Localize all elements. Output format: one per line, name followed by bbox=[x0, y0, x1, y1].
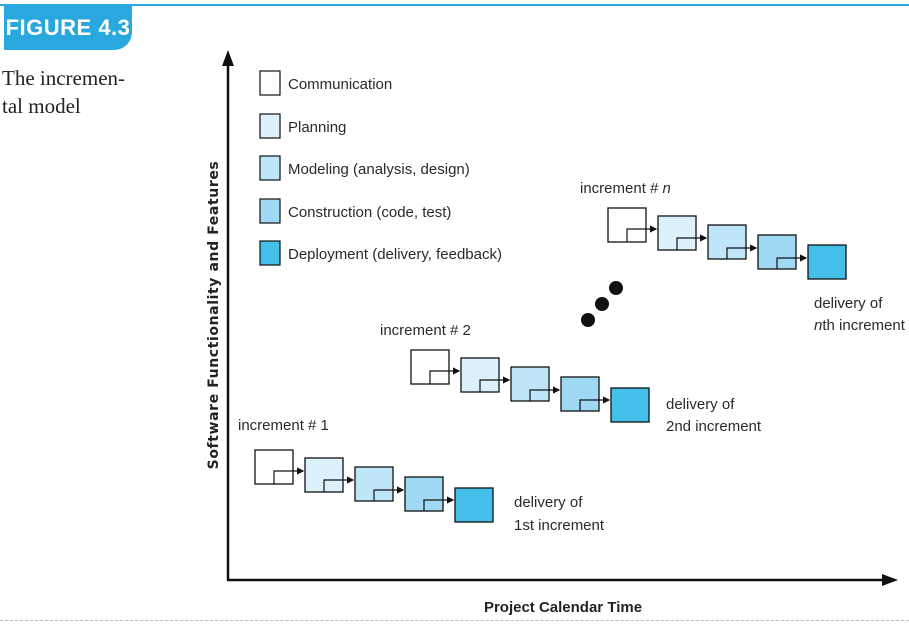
legend-label-construction: Construction (code, test) bbox=[288, 204, 451, 221]
bottom-dashed-rule bbox=[0, 620, 909, 621]
ellipsis-dot-2 bbox=[595, 297, 609, 311]
ellipsis-dot-3 bbox=[581, 313, 595, 327]
increment-n-label-text: increment # bbox=[580, 180, 663, 197]
increment-1-delivery-line2: 1st increment bbox=[514, 517, 605, 534]
increment-2-deployment-box bbox=[610, 387, 650, 423]
figure-badge: FIGURE 4.3 bbox=[4, 6, 132, 50]
figure-caption-line2: tal model bbox=[2, 94, 81, 118]
increment-n-delivery-line2: nth increment bbox=[814, 317, 906, 334]
increment-2-arrow-2 bbox=[479, 376, 511, 392]
legend-item-planning: Planning bbox=[259, 113, 346, 139]
increment-n-stages bbox=[607, 207, 847, 280]
increment-2-arrow-1 bbox=[429, 367, 461, 384]
increment-1-deployment-box bbox=[454, 487, 494, 523]
figure-caption: The incremen- tal model bbox=[2, 64, 142, 120]
increment-n-arrow-2 bbox=[676, 234, 708, 250]
increment-n-arrow-3 bbox=[726, 244, 758, 259]
ellipsis-dot-1 bbox=[609, 281, 623, 295]
increment-n-delivery-rest: th increment bbox=[822, 317, 905, 334]
legend-item-modeling: Modeling (analysis, design) bbox=[259, 155, 470, 181]
x-axis-arrowhead bbox=[882, 574, 898, 586]
figure-caption-line1: The incremen- bbox=[2, 66, 126, 90]
legend-swatch-modeling bbox=[259, 155, 281, 181]
increment-1-delivery-line1: delivery of bbox=[514, 494, 583, 511]
legend-swatch-deployment bbox=[259, 240, 281, 266]
increment-1-label: increment # 1 bbox=[238, 417, 329, 434]
increment-1-arrow-3 bbox=[373, 486, 405, 501]
increment-n-label: increment # n bbox=[580, 180, 671, 197]
legend-item-construction: Construction (code, test) bbox=[259, 198, 451, 224]
increment-1-arrow-1 bbox=[273, 467, 305, 484]
increment-n-label-italic: n bbox=[663, 180, 671, 197]
increment-2-arrow-3 bbox=[529, 386, 561, 401]
legend-swatch-construction bbox=[259, 198, 281, 224]
increment-1-arrow-4 bbox=[423, 496, 455, 511]
x-axis-label: Project Calendar Time bbox=[484, 599, 642, 616]
y-axis-label: Software Functionality and Features bbox=[206, 161, 222, 470]
legend-swatch-planning bbox=[259, 113, 281, 139]
increment-1-stages bbox=[254, 449, 494, 523]
top-accent-rule bbox=[0, 4, 909, 6]
increment-2-delivery-line1: delivery of bbox=[666, 396, 735, 413]
legend-label-planning: Planning bbox=[288, 119, 346, 136]
y-axis-arrowhead bbox=[222, 50, 234, 66]
legend-item-communication: Communication bbox=[259, 70, 392, 96]
increment-n-delivery-italic: n bbox=[814, 317, 822, 334]
increment-n-arrow-4 bbox=[776, 254, 808, 269]
legend-swatch-communication bbox=[259, 70, 281, 96]
increment-n-deployment-box bbox=[807, 244, 847, 280]
legend: Communication Planning Modeling (analysi… bbox=[259, 70, 502, 266]
increment-1-arrow-2 bbox=[323, 476, 355, 492]
increment-2-arrow-4 bbox=[579, 396, 611, 411]
legend-label-deployment: Deployment (delivery, feedback) bbox=[288, 246, 502, 263]
increment-1-modeling-box bbox=[354, 466, 394, 502]
increment-2-stages bbox=[410, 349, 650, 423]
increment-2-delivery-line2: 2nd increment bbox=[666, 418, 762, 435]
legend-label-modeling: Modeling (analysis, design) bbox=[288, 161, 470, 178]
legend-label-communication: Communication bbox=[288, 76, 392, 93]
increment-2-label: increment # 2 bbox=[380, 322, 471, 339]
increment-n-delivery-line1: delivery of bbox=[814, 295, 883, 312]
increment-n-arrow-1 bbox=[626, 225, 658, 242]
legend-item-deployment: Deployment (delivery, feedback) bbox=[259, 240, 502, 266]
